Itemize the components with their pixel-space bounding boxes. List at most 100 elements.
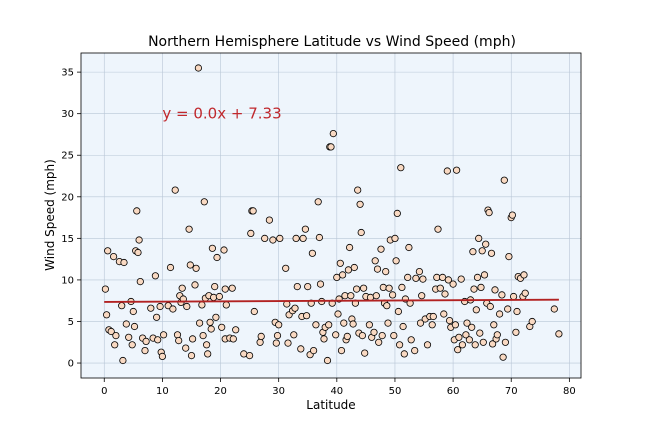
data-point — [312, 321, 320, 329]
data-point — [512, 328, 520, 336]
data-point — [495, 310, 504, 318]
data-point — [377, 245, 385, 253]
data-point — [183, 302, 191, 311]
data-point — [352, 285, 361, 293]
data-point — [325, 321, 333, 329]
plot-background — [81, 53, 581, 378]
data-point — [211, 282, 219, 291]
data-point — [344, 266, 352, 274]
data-point — [550, 305, 558, 313]
data-point — [107, 327, 115, 336]
data-point — [400, 350, 408, 358]
data-point — [493, 331, 501, 339]
data-point — [156, 302, 164, 311]
data-point — [153, 313, 161, 321]
data-point — [314, 198, 322, 206]
data-point — [200, 198, 208, 206]
data-point — [186, 261, 194, 269]
data-point — [130, 322, 139, 331]
data-point — [399, 322, 407, 331]
data-point — [338, 271, 347, 279]
data-point — [354, 186, 362, 194]
data-point — [370, 328, 378, 336]
data-point — [482, 240, 490, 248]
data-point — [308, 249, 316, 257]
data-point — [134, 248, 142, 257]
y-axis-label: Wind Speed (mph) — [43, 159, 57, 271]
data-point — [412, 274, 420, 282]
data-point — [101, 285, 110, 293]
y-tick-label: 5 — [68, 317, 74, 328]
data-point — [397, 164, 405, 172]
data-point — [428, 321, 436, 329]
data-point — [393, 209, 401, 217]
data-point — [485, 209, 493, 217]
data-point — [444, 276, 452, 284]
data-point — [458, 341, 466, 349]
data-point — [468, 323, 476, 331]
data-point — [395, 341, 404, 349]
data-point — [418, 292, 426, 300]
data-point — [151, 272, 159, 280]
data-point — [103, 311, 111, 319]
data-point — [297, 345, 305, 353]
data-point — [207, 325, 215, 333]
y-tick-label: 10 — [61, 275, 74, 286]
data-point — [405, 243, 413, 252]
data-point — [142, 337, 150, 345]
data-point — [555, 330, 563, 338]
data-point — [327, 143, 335, 151]
data-point — [491, 286, 499, 294]
data-point — [528, 317, 536, 326]
data-point — [454, 346, 462, 354]
data-point — [290, 331, 298, 339]
chart-title: Northern Hemisphere Latitude vs Wind Spe… — [148, 34, 516, 50]
data-point — [505, 253, 513, 261]
data-point — [378, 331, 386, 340]
data-point — [182, 344, 190, 352]
data-point — [299, 234, 307, 242]
data-point — [315, 233, 323, 242]
data-point — [509, 292, 518, 301]
data-point — [416, 319, 425, 327]
data-point — [332, 331, 340, 339]
data-point — [429, 312, 437, 321]
data-point — [392, 257, 400, 265]
x-axis-label: Latitude — [306, 398, 355, 412]
data-point — [350, 263, 358, 272]
data-point — [487, 249, 496, 257]
data-point — [462, 331, 470, 339]
data-point — [276, 234, 284, 242]
data-point — [504, 305, 512, 313]
data-point — [110, 253, 118, 261]
data-point — [208, 244, 216, 252]
data-point — [185, 225, 193, 233]
y-tick-label: 35 — [61, 68, 74, 79]
data-point — [452, 166, 461, 174]
data-point — [112, 331, 120, 340]
data-point — [436, 284, 444, 292]
data-point — [320, 335, 328, 343]
data-points — [101, 64, 563, 365]
data-point — [441, 290, 449, 298]
data-point — [382, 267, 390, 276]
data-point — [213, 253, 221, 262]
data-point — [304, 282, 312, 291]
data-point — [194, 64, 202, 72]
data-point — [135, 236, 143, 244]
data-point — [508, 211, 517, 219]
y-tick-label: 30 — [61, 109, 74, 120]
data-point — [291, 304, 299, 312]
y-tick-label: 25 — [61, 151, 74, 162]
data-point — [366, 293, 375, 301]
data-point — [486, 302, 494, 311]
data-point — [125, 333, 133, 341]
data-point — [169, 305, 177, 313]
x-tick-label: 40 — [330, 386, 343, 397]
data-point — [122, 320, 130, 328]
data-point — [265, 216, 273, 224]
data-point — [423, 341, 432, 349]
data-point — [302, 312, 311, 320]
data-point — [475, 234, 483, 242]
data-point — [323, 356, 332, 365]
